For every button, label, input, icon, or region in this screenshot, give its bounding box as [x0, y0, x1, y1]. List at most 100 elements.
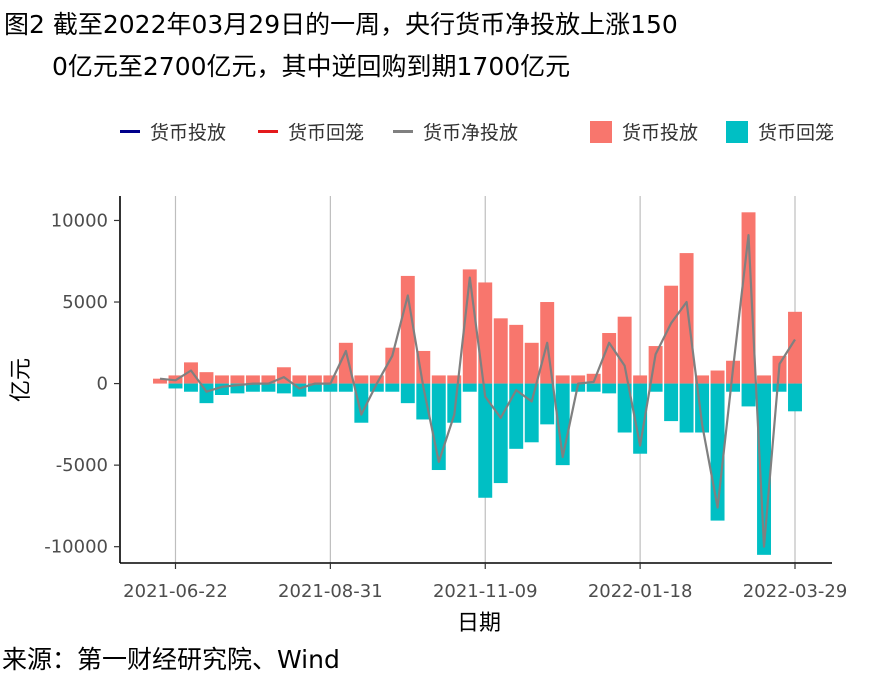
legend-label-inject-bar: 货币投放	[622, 122, 699, 144]
bar-withdraw	[617, 383, 632, 433]
bar-withdraw	[276, 383, 291, 394]
x-axis-label: 日期	[457, 611, 501, 636]
bar-inject	[153, 378, 167, 384]
source-note: 来源：第一财经研究院、Wind	[2, 645, 340, 674]
bar-inject	[323, 375, 338, 384]
legend-label-withdraw-line: 货币回笼	[288, 122, 365, 144]
net-line-layer	[159, 234, 796, 548]
title-line-1: 图2 截至2022年03月29日的一周，央行货币净投放上涨150	[4, 10, 678, 39]
x-tick-label: 2021-11-09	[433, 581, 538, 602]
bar-inject	[695, 375, 710, 384]
bar-withdraw	[664, 383, 679, 422]
bar-inject	[307, 375, 322, 384]
legend-swatch-inject-line	[120, 130, 140, 133]
bar-withdraw	[184, 383, 198, 392]
bar-withdraw	[478, 383, 493, 498]
legend-item-inject-line: 货币投放	[120, 118, 226, 145]
legend-swatch-withdraw-line	[258, 130, 278, 133]
bar-withdraw	[524, 383, 539, 443]
bar-withdraw	[679, 383, 694, 433]
bar-withdraw	[400, 383, 415, 404]
bar-inject	[369, 375, 384, 384]
bar-withdraw	[741, 383, 756, 407]
x-tick-label: 2022-01-18	[588, 581, 693, 602]
bar-inject	[509, 324, 524, 384]
bar-inject	[741, 212, 756, 384]
y-tick-label: 0	[97, 374, 108, 395]
bar-withdraw	[230, 383, 245, 394]
y-tick-label: -10000	[44, 537, 108, 558]
x-tick-label: 2021-06-22	[123, 581, 228, 602]
bar-withdraw	[307, 383, 322, 392]
bar-inject	[710, 370, 725, 384]
bar-withdraw	[416, 383, 431, 420]
title-line-2: 0亿元至2700亿元，其中逆回购到期1700亿元	[52, 52, 571, 81]
bar-inject	[338, 342, 353, 384]
bar-withdraw	[385, 383, 400, 392]
bar-withdraw	[462, 383, 477, 392]
legend-swatch-net-line	[393, 130, 413, 133]
y-tick-label: 10000	[51, 210, 108, 231]
bar-inject	[555, 375, 570, 384]
bar-withdraw	[369, 383, 384, 392]
bar-withdraw	[493, 383, 508, 484]
x-tick-label: 2022-03-29	[743, 581, 848, 602]
bar-withdraw	[509, 383, 524, 449]
bar-inject	[261, 375, 276, 384]
bar-inject	[199, 372, 214, 384]
bar-inject	[447, 375, 462, 384]
chart-title: 图2 截至2022年03月29日的一周，央行货币净投放上涨150 0亿元至270…	[4, 4, 874, 88]
legend-item-withdraw-line: 货币回笼	[258, 118, 364, 145]
legend-swatch-inject-bar	[590, 120, 612, 143]
net-line	[159, 234, 796, 548]
bar-withdraw	[261, 383, 276, 392]
bar-withdraw	[772, 383, 787, 392]
bar-inject	[633, 375, 648, 384]
x-tick-label: 2021-08-31	[278, 581, 383, 602]
bar-inject	[664, 285, 679, 384]
bar-inject	[524, 342, 539, 384]
bar-withdraw	[788, 383, 802, 412]
bar-inject	[292, 375, 307, 384]
bar-inject	[184, 362, 198, 384]
legend-swatch-withdraw-bar	[726, 120, 748, 143]
y-tick-label: 5000	[62, 292, 108, 313]
bar-inject	[602, 333, 617, 384]
legend-label-inject-line: 货币投放	[150, 122, 227, 144]
bar-withdraw	[338, 383, 353, 392]
bar-inject	[431, 375, 446, 384]
bar-inject	[478, 282, 493, 384]
bar-withdraw	[168, 383, 183, 389]
bar-inject	[617, 316, 632, 384]
legend-item-net-line: 货币净投放	[393, 118, 518, 145]
bar-withdraw	[586, 383, 601, 392]
bar-withdraw	[540, 383, 555, 425]
bar-withdraw	[323, 383, 338, 392]
bar-inject	[214, 375, 229, 384]
y-tick-label: -5000	[56, 455, 108, 476]
bar-inject	[230, 375, 245, 384]
legend-label-withdraw-bar: 货币回笼	[758, 122, 835, 144]
axes: -10000 -5000 0 5000 10000 2021-06-22 2021-08-3…	[44, 196, 847, 602]
bar-inject	[679, 253, 694, 384]
bar-inject	[586, 373, 601, 384]
bar-inject	[416, 350, 431, 384]
bar-inject	[245, 375, 260, 384]
bar-inject	[400, 275, 415, 384]
legend-item-withdraw-bar: 货币回笼	[726, 118, 834, 145]
y-axis-label: 亿元	[9, 358, 34, 402]
legend-item-inject-bar: 货币投放	[590, 118, 698, 145]
legend-label-net-line: 货币净投放	[423, 122, 519, 144]
bar-withdraw	[648, 383, 663, 392]
bar-withdraw	[726, 383, 741, 392]
bar-inject	[757, 375, 771, 384]
bar-inject	[788, 311, 802, 384]
bar-inject	[385, 347, 400, 384]
bar-withdraw	[633, 383, 648, 454]
bar-withdraw	[245, 383, 260, 392]
bar-inject	[493, 318, 508, 384]
bar-withdraw	[214, 383, 229, 395]
bar-withdraw	[354, 383, 369, 423]
bar-withdraw	[602, 383, 617, 394]
